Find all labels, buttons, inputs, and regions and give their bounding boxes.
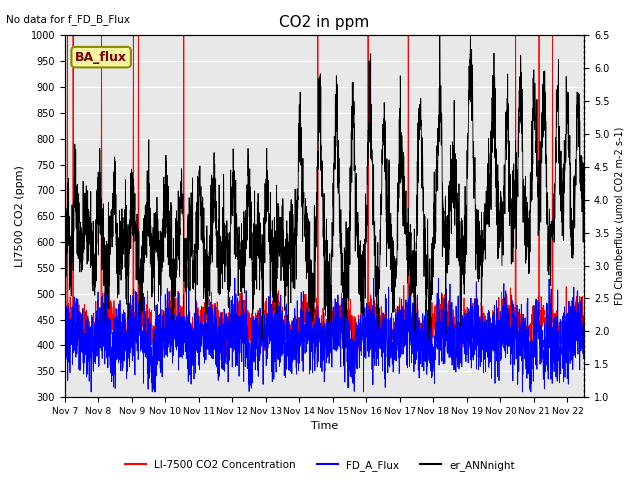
- Legend: LI-7500 CO2 Concentration, FD_A_Flux, er_ANNnight: LI-7500 CO2 Concentration, FD_A_Flux, er…: [121, 456, 519, 475]
- Text: BA_flux: BA_flux: [75, 51, 127, 64]
- Y-axis label: FD Chamberflux (umol CO2 m-2 s-1): FD Chamberflux (umol CO2 m-2 s-1): [615, 127, 625, 305]
- Y-axis label: LI7500 CO2 (ppm): LI7500 CO2 (ppm): [15, 165, 25, 267]
- Text: No data for f_FD_B_Flux: No data for f_FD_B_Flux: [6, 14, 131, 25]
- Title: CO2 in ppm: CO2 in ppm: [280, 15, 370, 30]
- X-axis label: Time: Time: [311, 421, 338, 432]
